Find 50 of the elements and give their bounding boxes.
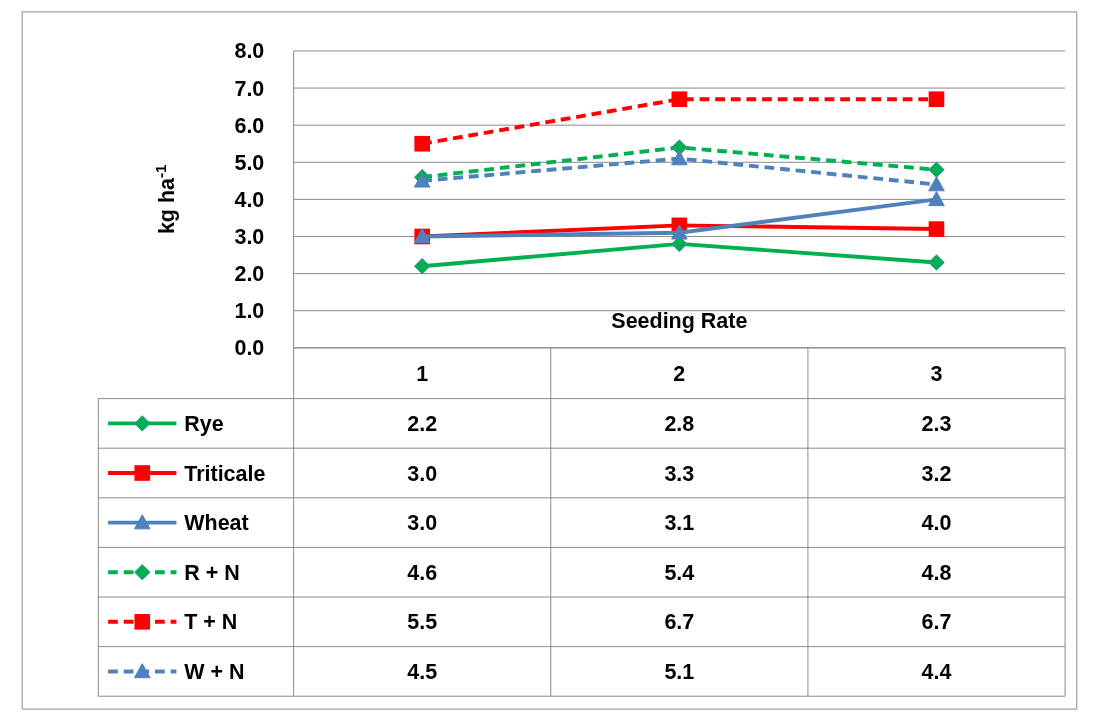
y-tick-label: 0.0 <box>234 336 265 361</box>
data-label: 3.2 <box>921 461 952 486</box>
data-label: 3.0 <box>407 511 438 536</box>
data-label: 5.5 <box>407 610 438 635</box>
legend-label: R + N <box>184 560 240 585</box>
legend-label: W + N <box>184 659 245 684</box>
x-axis-title: Seeding Rate <box>611 309 748 334</box>
data-label: 4.8 <box>921 560 952 585</box>
data-label: 3.1 <box>664 511 695 536</box>
point <box>414 135 431 152</box>
data-label: 3.0 <box>407 461 438 486</box>
point <box>928 254 945 271</box>
point <box>671 139 688 156</box>
y-tick-label: 5.0 <box>234 150 265 175</box>
point <box>413 172 431 188</box>
data-label: 6.7 <box>664 610 695 635</box>
data-label: 2.3 <box>921 411 952 436</box>
y-tick-label: 1.0 <box>234 299 265 324</box>
point <box>928 91 945 108</box>
legend-label: Triticale <box>184 461 266 486</box>
y-tick-label: 4.0 <box>234 187 265 212</box>
data-label: 4.4 <box>921 659 952 684</box>
data-label: 2.8 <box>664 411 695 436</box>
point <box>928 221 945 237</box>
x-tick-label: 1 <box>416 361 429 386</box>
y-tick-label: 6.0 <box>234 113 265 138</box>
legend-label: Wheat <box>184 511 249 536</box>
x-tick-label: 3 <box>930 361 943 386</box>
data-label: 2.2 <box>407 411 438 436</box>
data-label: 5.1 <box>664 659 695 684</box>
data-label: 4.6 <box>407 560 438 585</box>
x-tick-label: 2 <box>673 361 686 386</box>
point <box>671 91 688 108</box>
y-tick-label: 8.0 <box>234 39 265 64</box>
data-label: 6.7 <box>921 610 952 635</box>
y-tick-label: 3.0 <box>234 225 265 250</box>
data-label: 4.0 <box>921 511 952 536</box>
point <box>671 150 688 166</box>
data-label: 5.4 <box>664 560 695 585</box>
y-tick-label: 2.0 <box>234 262 265 287</box>
data-label: 3.3 <box>664 461 695 486</box>
point <box>413 257 431 275</box>
point <box>928 161 945 178</box>
point <box>928 176 945 192</box>
legend-label: Rye <box>184 411 224 436</box>
point <box>671 224 688 240</box>
point <box>928 191 945 207</box>
data-label: 4.5 <box>407 659 438 684</box>
legend-label: T + N <box>184 610 238 635</box>
y-tick-label: 7.0 <box>234 76 265 101</box>
